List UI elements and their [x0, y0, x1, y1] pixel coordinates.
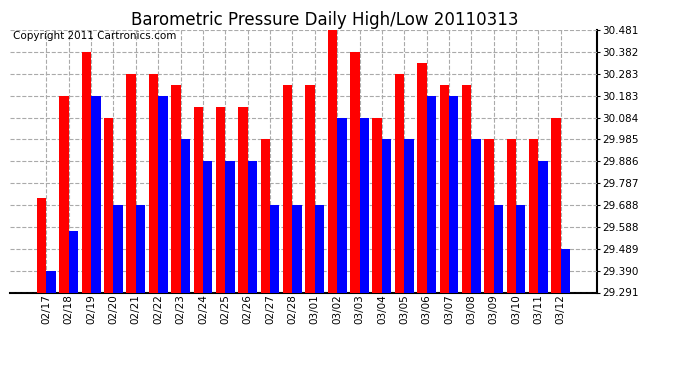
Bar	[395, 74, 404, 292]
Bar	[46, 271, 56, 292]
Bar	[270, 205, 279, 292]
Bar	[449, 96, 458, 292]
Bar	[440, 85, 449, 292]
Bar	[561, 249, 570, 292]
Bar	[203, 161, 213, 292]
Bar	[538, 161, 548, 292]
Bar	[261, 140, 270, 292]
Bar	[248, 161, 257, 292]
Bar	[113, 205, 123, 292]
Bar	[494, 205, 503, 292]
Bar	[417, 63, 426, 292]
Bar	[158, 96, 168, 292]
Bar	[350, 52, 359, 292]
Bar	[426, 96, 436, 292]
Bar	[516, 205, 526, 292]
Bar	[506, 140, 516, 292]
Bar	[359, 118, 369, 292]
Text: Barometric Pressure Daily High/Low 20110313: Barometric Pressure Daily High/Low 20110…	[130, 11, 518, 29]
Bar	[529, 140, 538, 292]
Bar	[181, 140, 190, 292]
Bar	[69, 231, 78, 292]
Bar	[484, 140, 494, 292]
Bar	[293, 205, 302, 292]
Bar	[91, 96, 101, 292]
Bar	[104, 118, 113, 292]
Bar	[238, 107, 248, 292]
Bar	[283, 85, 293, 292]
Bar	[373, 118, 382, 292]
Bar	[382, 140, 391, 292]
Bar	[328, 30, 337, 292]
Bar	[462, 85, 471, 292]
Bar	[306, 85, 315, 292]
Bar	[216, 107, 226, 292]
Bar	[404, 140, 413, 292]
Bar	[59, 96, 69, 292]
Bar	[194, 107, 203, 292]
Bar	[136, 205, 146, 292]
Text: Copyright 2011 Cartronics.com: Copyright 2011 Cartronics.com	[13, 32, 177, 41]
Bar	[551, 118, 561, 292]
Bar	[37, 198, 46, 292]
Bar	[171, 85, 181, 292]
Bar	[149, 74, 158, 292]
Bar	[126, 74, 136, 292]
Bar	[315, 205, 324, 292]
Bar	[81, 52, 91, 292]
Bar	[226, 161, 235, 292]
Bar	[337, 118, 346, 292]
Bar	[471, 140, 481, 292]
